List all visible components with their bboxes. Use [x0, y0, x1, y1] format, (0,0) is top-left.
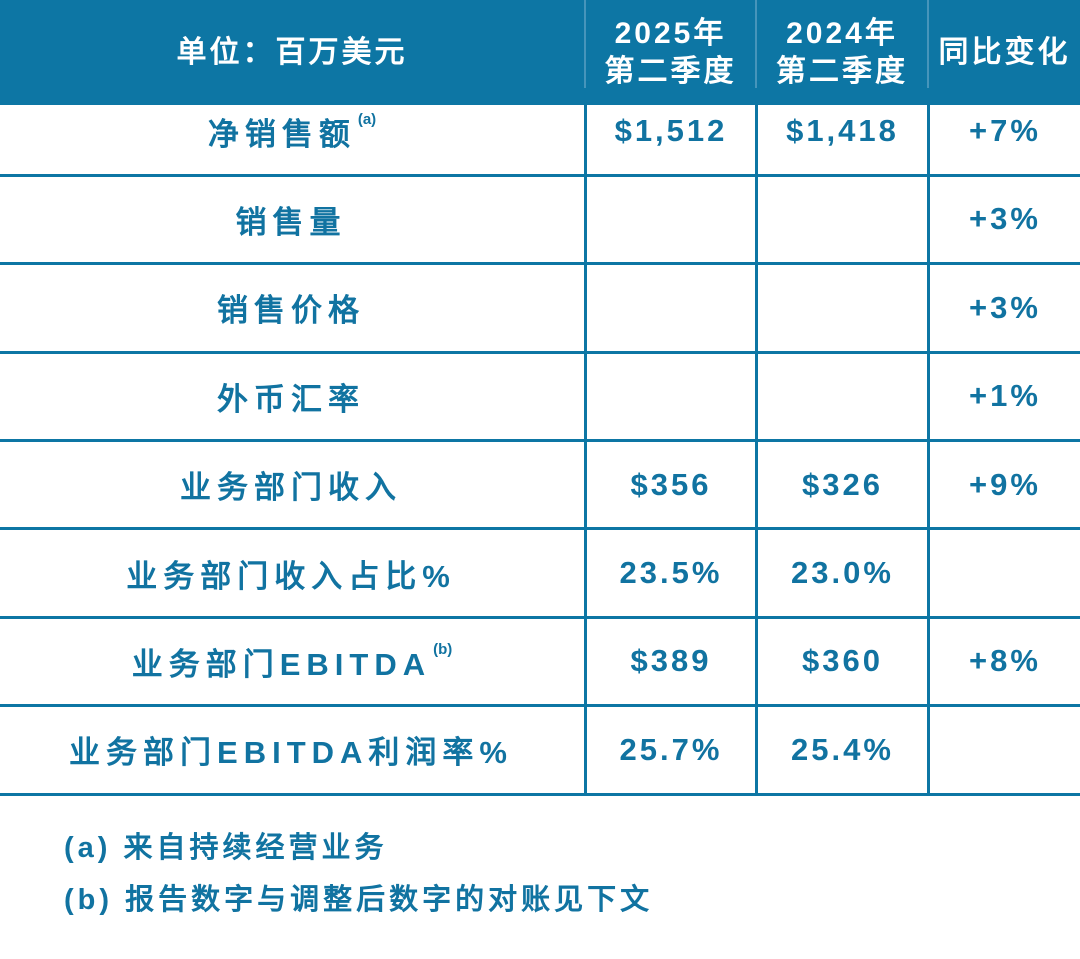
- value-2024-price: [755, 265, 927, 354]
- value-2024-segment-income: $326: [755, 441, 927, 531]
- value-2024-volume: [755, 176, 927, 266]
- footnote-b: (b) 报告数字与调整后数字的对账见下文: [64, 883, 654, 916]
- row-label-price: 销售价格: [0, 265, 584, 354]
- yoy-segment-income: +9%: [927, 441, 1080, 531]
- row-label-volume: 销售量: [0, 177, 584, 266]
- header-cell-q2-2024: 2024年 第二季度: [755, 0, 927, 105]
- value-2024-segment-ebitda: $360: [755, 618, 927, 708]
- value-2024-fx: [755, 353, 927, 442]
- row-label-text: 业务部门收入占比%: [126, 558, 456, 594]
- row-label-text: 业务部门收入: [180, 470, 402, 506]
- row-label-text: 业务部门EBITDA利润率%: [69, 735, 513, 771]
- value-2025-price: [584, 265, 755, 354]
- value-2025-segment-income: $356: [584, 441, 755, 531]
- financial-results-table: 单位：百万美元 2025年 第二季度 2024年 第二季度 同比变化 净销售额(…: [0, 0, 1080, 796]
- yoy-net-sales: +7%: [927, 88, 1080, 177]
- yoy-segment-income-pct: [927, 530, 1080, 619]
- value-2024-segment-income-pct: 23.0%: [755, 530, 927, 619]
- row-label-fx: 外币汇率: [0, 354, 584, 442]
- row-label-segment-income: 业务部门收入: [0, 442, 584, 531]
- row-label-net-sales: 净销售额 (a): [0, 88, 584, 177]
- yoy-price: +3%: [927, 265, 1080, 354]
- footnote-marker-a: (a): [357, 110, 377, 128]
- value-2024-net-sales: $1,418: [755, 88, 927, 177]
- yoy-segment-ebitda: +8%: [927, 618, 1080, 708]
- row-label-text: 销售量: [235, 204, 347, 240]
- row-label-segment-income-pct: 业务部门收入占比%: [0, 530, 584, 619]
- row-label-text: 净销售额: [207, 116, 356, 152]
- value-2025-segment-ebitda: $389: [584, 618, 755, 708]
- header-q2-2025-line2: 第二季度: [604, 54, 737, 88]
- yoy-fx: +1%: [927, 353, 1080, 442]
- value-2025-segment-ebitda-margin: 25.7%: [584, 707, 755, 796]
- header-q2-2024-line2: 第二季度: [776, 54, 908, 88]
- header-cell-q2-2025: 2025年 第二季度: [584, 0, 755, 105]
- header-cell-yoy-change: 同比变化: [927, 0, 1080, 105]
- value-2025-volume: [584, 176, 755, 266]
- value-2024-segment-ebitda-margin: 25.4%: [755, 707, 927, 796]
- yoy-segment-ebitda-margin: [927, 707, 1080, 796]
- row-label-segment-ebitda: 业务部门EBITDA (b): [0, 619, 584, 708]
- header-yoy-label: 同比变化: [938, 35, 1071, 69]
- row-label-text: 业务部门EBITDA: [131, 646, 432, 682]
- row-label-segment-ebitda-margin: 业务部门EBITDA利润率%: [0, 707, 584, 796]
- yoy-volume: +3%: [927, 176, 1080, 266]
- header-cell-units: 单位：百万美元: [0, 0, 584, 105]
- value-2025-fx: [584, 353, 755, 442]
- header-units-label: 单位：百万美元: [176, 35, 408, 69]
- value-2025-segment-income-pct: 23.5%: [584, 530, 755, 619]
- footnote-marker-b: (b): [433, 640, 453, 658]
- header-q2-2024-line1: 2024年: [786, 17, 898, 50]
- footnotes-block: (a) 来自持续经营业务 (b) 报告数字与调整后数字的对账见下文: [64, 822, 1080, 926]
- header-q2-2025-line1: 2025年: [614, 17, 727, 50]
- footnote-a: (a) 来自持续经营业务: [64, 831, 388, 864]
- row-label-text: 销售价格: [217, 293, 365, 329]
- row-label-text: 外币汇率: [217, 381, 365, 417]
- value-2025-net-sales: $1,512: [584, 88, 755, 177]
